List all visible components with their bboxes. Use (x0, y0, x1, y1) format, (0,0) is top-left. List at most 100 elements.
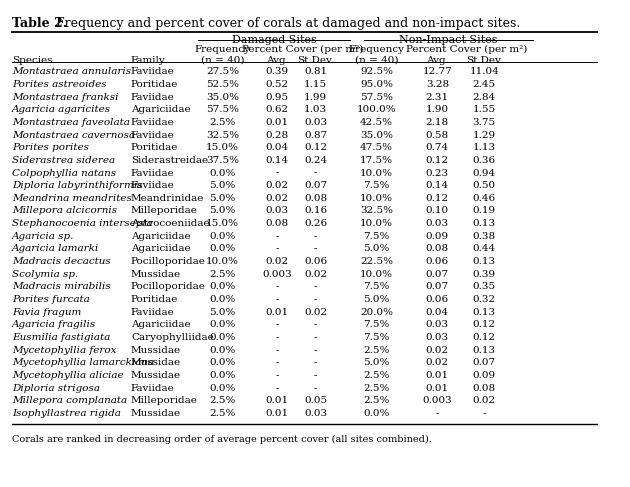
Text: 10.0%: 10.0% (360, 169, 393, 177)
Text: 1.03: 1.03 (304, 105, 327, 114)
Text: -: - (314, 320, 318, 329)
Text: Milleporidae: Milleporidae (131, 206, 198, 215)
Text: 0.08: 0.08 (426, 244, 449, 253)
Text: 2.18: 2.18 (426, 118, 449, 127)
Text: Montastraea faveolata: Montastraea faveolata (12, 118, 130, 127)
Text: Agaricia agaricites: Agaricia agaricites (12, 105, 112, 114)
Text: (n = 40): (n = 40) (355, 56, 398, 64)
Text: 0.03: 0.03 (304, 118, 327, 127)
Text: Astrocoeniidae: Astrocoeniidae (131, 219, 210, 228)
Text: 0.02: 0.02 (266, 257, 289, 266)
Text: Mussidae: Mussidae (131, 358, 181, 367)
Text: 35.0%: 35.0% (360, 131, 393, 139)
Text: 0.94: 0.94 (472, 169, 496, 177)
Text: Caryophylliidae: Caryophylliidae (131, 333, 214, 342)
Text: -: - (275, 320, 279, 329)
Text: 0.05: 0.05 (304, 396, 327, 405)
Text: 0.0%: 0.0% (209, 232, 236, 241)
Text: Faviidae: Faviidae (131, 93, 175, 101)
Text: Poritidae: Poritidae (131, 80, 178, 89)
Text: 0.32: 0.32 (472, 295, 496, 304)
Text: 0.01: 0.01 (266, 396, 289, 405)
Text: -: - (275, 232, 279, 241)
Text: Species: Species (12, 56, 53, 64)
Text: -: - (314, 371, 318, 380)
Text: Agariciidae: Agariciidae (131, 320, 191, 329)
Text: Faviidae: Faviidae (131, 169, 175, 177)
Text: 7.5%: 7.5% (364, 181, 389, 190)
Text: -: - (435, 409, 439, 418)
Text: 0.08: 0.08 (304, 194, 327, 203)
Text: 0.06: 0.06 (426, 295, 449, 304)
Text: Isophyllastrea rigida: Isophyllastrea rigida (12, 409, 121, 418)
Text: 0.0%: 0.0% (209, 244, 236, 253)
Text: 0.02: 0.02 (426, 346, 449, 355)
Text: 0.04: 0.04 (426, 308, 449, 317)
Text: -: - (314, 295, 318, 304)
Text: 0.74: 0.74 (426, 143, 449, 152)
Text: Percent Cover (per m²): Percent Cover (per m²) (406, 45, 527, 54)
Text: 0.08: 0.08 (472, 384, 496, 393)
Text: Family: Family (131, 56, 166, 64)
Text: 0.62: 0.62 (266, 105, 289, 114)
Text: Colpophyllia natans: Colpophyllia natans (12, 169, 117, 177)
Text: -: - (275, 282, 279, 291)
Text: Porites porites: Porites porites (12, 143, 89, 152)
Text: 2.5%: 2.5% (209, 118, 236, 127)
Text: Table 2.: Table 2. (12, 17, 67, 30)
Text: 0.26: 0.26 (304, 219, 327, 228)
Text: Agaricia lamarki: Agaricia lamarki (12, 244, 100, 253)
Text: 2.5%: 2.5% (364, 396, 389, 405)
Text: Damaged Sites: Damaged Sites (232, 35, 316, 45)
Text: Meandrina meandrites: Meandrina meandrites (12, 194, 132, 203)
Text: 0.01: 0.01 (426, 384, 449, 393)
Text: 0.12: 0.12 (472, 333, 496, 342)
Text: 0.50: 0.50 (472, 181, 496, 190)
Text: Faviidae: Faviidae (131, 384, 175, 393)
Text: 0.12: 0.12 (472, 320, 496, 329)
Text: 0.52: 0.52 (266, 80, 289, 89)
Text: Agariciidae: Agariciidae (131, 105, 191, 114)
Text: -: - (314, 333, 318, 342)
Text: Scolymia sp.: Scolymia sp. (12, 270, 78, 279)
Text: 0.35: 0.35 (472, 282, 496, 291)
Text: 0.0%: 0.0% (209, 295, 236, 304)
Text: 1.99: 1.99 (304, 93, 327, 101)
Text: 0.01: 0.01 (426, 371, 449, 380)
Text: 2.5%: 2.5% (209, 270, 236, 279)
Text: 2.5%: 2.5% (209, 409, 236, 418)
Text: 7.5%: 7.5% (364, 333, 389, 342)
Text: 0.16: 0.16 (304, 206, 327, 215)
Text: 10.0%: 10.0% (360, 219, 393, 228)
Text: 0.02: 0.02 (304, 308, 327, 317)
Text: Frequency: Frequency (194, 45, 250, 54)
Text: -: - (275, 244, 279, 253)
Text: 0.01: 0.01 (266, 308, 289, 317)
Text: 7.5%: 7.5% (364, 320, 389, 329)
Text: -: - (275, 384, 279, 393)
Text: Siderastrea siderea: Siderastrea siderea (12, 156, 115, 165)
Text: Agariciidae: Agariciidae (131, 244, 191, 253)
Text: 5.0%: 5.0% (364, 244, 389, 253)
Text: 5.0%: 5.0% (209, 206, 236, 215)
Text: 100.0%: 100.0% (357, 105, 396, 114)
Text: 0.46: 0.46 (472, 194, 496, 203)
Text: St.Dev.: St.Dev. (297, 56, 334, 64)
Text: -: - (275, 295, 279, 304)
Text: Meandrinidae: Meandrinidae (131, 194, 204, 203)
Text: 10.0%: 10.0% (206, 257, 239, 266)
Text: 10.0%: 10.0% (360, 194, 393, 203)
Text: 22.5%: 22.5% (360, 257, 393, 266)
Text: 0.0%: 0.0% (364, 409, 389, 418)
Text: 0.01: 0.01 (266, 409, 289, 418)
Text: Mycetophyllia ferox: Mycetophyllia ferox (12, 346, 117, 355)
Text: Millepora complanata: Millepora complanata (12, 396, 127, 405)
Text: 0.87: 0.87 (304, 131, 327, 139)
Text: Montastraea annularis: Montastraea annularis (12, 67, 131, 76)
Text: -: - (314, 346, 318, 355)
Text: 0.09: 0.09 (472, 371, 496, 380)
Text: Poritidae: Poritidae (131, 295, 178, 304)
Text: 2.84: 2.84 (472, 93, 496, 101)
Text: 7.5%: 7.5% (364, 232, 389, 241)
Text: Porites astreoides: Porites astreoides (12, 80, 107, 89)
